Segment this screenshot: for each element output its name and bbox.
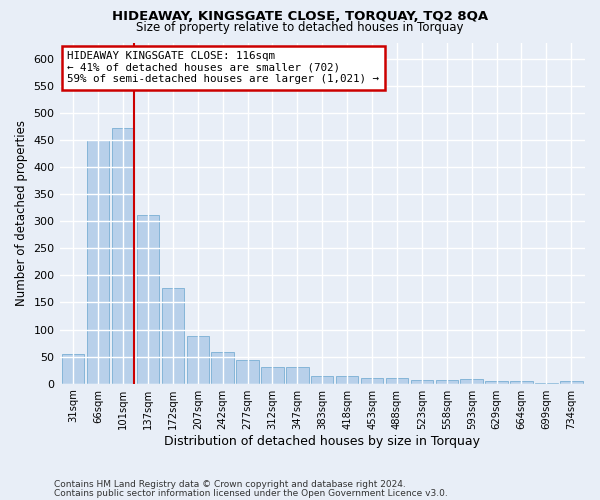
Bar — [460, 379, 483, 384]
Text: Contains public sector information licensed under the Open Government Licence v3: Contains public sector information licen… — [54, 488, 448, 498]
Bar — [535, 382, 557, 384]
Bar — [62, 354, 85, 384]
Bar — [560, 381, 583, 384]
Bar — [161, 288, 184, 384]
Text: Size of property relative to detached houses in Torquay: Size of property relative to detached ho… — [136, 21, 464, 34]
Bar — [485, 381, 508, 384]
Bar — [211, 352, 234, 384]
Bar — [87, 140, 109, 384]
Bar — [386, 378, 408, 384]
Bar — [112, 128, 134, 384]
Bar — [436, 380, 458, 384]
Bar — [236, 360, 259, 384]
Bar — [510, 381, 533, 384]
Bar — [336, 376, 358, 384]
Bar — [137, 216, 159, 384]
Y-axis label: Number of detached properties: Number of detached properties — [15, 120, 28, 306]
Bar — [187, 336, 209, 384]
Text: Contains HM Land Registry data © Crown copyright and database right 2024.: Contains HM Land Registry data © Crown c… — [54, 480, 406, 489]
X-axis label: Distribution of detached houses by size in Torquay: Distribution of detached houses by size … — [164, 434, 480, 448]
Bar — [311, 376, 334, 384]
Bar — [361, 378, 383, 384]
Bar — [286, 367, 308, 384]
Text: HIDEAWAY, KINGSGATE CLOSE, TORQUAY, TQ2 8QA: HIDEAWAY, KINGSGATE CLOSE, TORQUAY, TQ2 … — [112, 10, 488, 23]
Text: HIDEAWAY KINGSGATE CLOSE: 116sqm
← 41% of detached houses are smaller (702)
59% : HIDEAWAY KINGSGATE CLOSE: 116sqm ← 41% o… — [67, 51, 379, 84]
Bar — [261, 368, 284, 384]
Bar — [410, 380, 433, 384]
